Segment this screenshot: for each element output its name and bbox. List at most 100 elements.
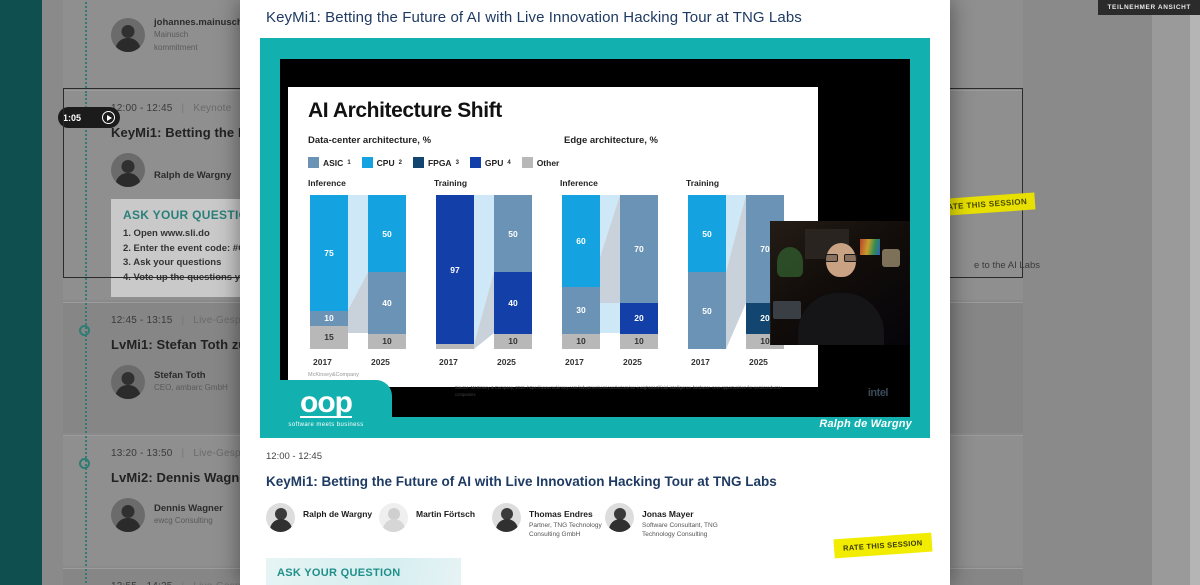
avatar xyxy=(605,503,634,532)
bar-2025: 50 40 10 xyxy=(368,195,406,349)
bar-value: 10 xyxy=(508,336,518,347)
session-title: KeyMi1: Betting the Future of AI with Li… xyxy=(266,474,777,489)
session-timer-badge[interactable]: 1:05 xyxy=(58,107,120,128)
legend-footnote: 3 xyxy=(455,159,459,166)
speaker-card[interactable]: Thomas Endres Partner, TNG Technology Co… xyxy=(492,503,605,540)
slide-video-player[interactable]: AI Architecture Shift Data-center archit… xyxy=(260,38,930,438)
bar-value: 20 xyxy=(760,313,770,324)
agenda-time: 12:45 - 13:15 xyxy=(111,315,173,326)
avatar xyxy=(379,503,408,532)
speaker-org: kommitment xyxy=(154,42,198,52)
timeline-line xyxy=(85,91,87,300)
legend-label: GPU xyxy=(484,157,504,168)
legend-footnote: 2 xyxy=(398,159,402,166)
glasses-icon xyxy=(824,254,857,262)
bar-2025: 70 20 10 xyxy=(620,195,658,349)
speaker-webcam-feed[interactable] xyxy=(770,221,910,345)
avatar xyxy=(492,503,521,532)
legend-item-gpu: GPU 4 xyxy=(469,157,511,168)
legend-label: Other xyxy=(536,157,560,168)
agenda-meta: 12:00 - 12:45 | Keynote xyxy=(111,103,1023,114)
x-tick-2017: 2017 xyxy=(565,357,584,367)
group-label-datacenter: Data-center architecture, % xyxy=(308,135,432,146)
speaker-name: Ralph de Wargny xyxy=(303,509,373,519)
x-tick-2017: 2017 xyxy=(439,357,458,367)
ask-step: 1. Open www.sli.do xyxy=(123,228,210,239)
bar-value: 60 xyxy=(576,236,586,247)
modal-header-title: KeyMi1: Betting the Future of AI with Li… xyxy=(266,9,802,26)
group-label-edge: Edge architecture, % xyxy=(564,135,658,146)
legend-swatch xyxy=(412,157,424,168)
background-description-tail: e to the AI Labs xyxy=(973,260,1040,271)
legend-label: ASIC xyxy=(323,157,344,168)
panel-title: Training xyxy=(686,178,720,188)
x-tick-2025: 2025 xyxy=(749,357,768,367)
background-monitor xyxy=(773,301,801,319)
speaker-role: Partner, TNG Technology Consulting GmbH xyxy=(529,522,602,539)
legend-item-asic: ASIC 1 xyxy=(308,157,351,168)
oop-logo: oop software meets business xyxy=(260,380,392,438)
panel-title: Inference xyxy=(560,178,598,188)
bar-value: 20 xyxy=(634,313,644,324)
background-plant xyxy=(777,247,803,277)
bar-value: 70 xyxy=(760,243,770,254)
speaker-name: Dennis Wagner xyxy=(154,503,223,515)
agenda-speaker: Dennis Wagner ewcg Consulting xyxy=(111,498,1023,532)
chart-title: AI Architecture Shift xyxy=(308,99,502,122)
panel-title: Inference xyxy=(308,178,346,188)
oop-wordmark: oop xyxy=(300,385,353,419)
speaker-card[interactable]: Jonas Mayer Software Consultant, TNG Tec… xyxy=(605,503,718,540)
avatar xyxy=(111,365,145,399)
bar-value: 10 xyxy=(576,336,586,347)
speaker-card[interactable]: Martin Förtsch xyxy=(379,503,492,540)
bar-2025: 50 40 10 xyxy=(494,195,532,349)
page-scrollbar[interactable] xyxy=(1190,0,1200,585)
avatar xyxy=(111,153,145,187)
slide-speaker-name: Ralph de Wargny xyxy=(819,418,912,430)
timeline-line xyxy=(85,436,87,566)
bar-value: 10 xyxy=(382,336,392,347)
oop-tagline: software meets business xyxy=(288,421,364,428)
x-tick-2017: 2017 xyxy=(313,357,332,367)
mckinsey-mark: McKinsey&Company xyxy=(308,372,360,378)
speaker-name: johannes.mainusch xyxy=(154,17,243,28)
chart-legend: ASIC 1 CPU 2 FPGA 3 GPU 4 Other xyxy=(308,157,818,168)
ask-step: 3. Ask your questions xyxy=(123,257,222,269)
chart-source-note: Source: McKinsey & Company, 2019. https:… xyxy=(455,385,784,397)
intel-logo: intel xyxy=(867,387,889,399)
bar-value: 50 xyxy=(702,305,712,316)
legend-label: FPGA xyxy=(427,157,452,168)
timeline-line xyxy=(85,303,87,433)
chart-panels: Inference 75 10 xyxy=(308,178,818,378)
background-artwork xyxy=(860,239,880,255)
speaker-name: Ralph de Wargny xyxy=(154,169,232,181)
speaker-head xyxy=(825,243,856,277)
flow-ribbon xyxy=(474,195,494,349)
legend-swatch xyxy=(361,157,373,168)
flow-ribbon xyxy=(600,195,620,349)
modal-body: 12:00 - 12:45 KeyMi1: Betting the Future… xyxy=(240,438,950,585)
panel-datacenter-inference: Inference 75 10 xyxy=(308,178,434,378)
panel-plot: 75 10 15 50 40 10 2017 2025 xyxy=(308,195,418,367)
legend-swatch xyxy=(469,157,481,168)
left-teal-rail xyxy=(0,0,42,585)
play-icon[interactable] xyxy=(102,111,115,124)
ask-step: 2. Enter the event code: #OOP xyxy=(123,242,260,254)
speakers-row: Ralph de Wargny Martin Förtsch Thomas En… xyxy=(266,503,924,540)
bar-value: 15 xyxy=(324,332,334,343)
bar-value: 10 xyxy=(324,313,334,324)
session-time: 12:00 - 12:45 xyxy=(266,451,322,462)
speaker-card[interactable]: Ralph de Wargny xyxy=(266,503,379,540)
speaker-role: Software Consultant, TNG Technology Cons… xyxy=(642,522,718,539)
legend-item-cpu: CPU 2 xyxy=(361,157,402,168)
bar-value: 50 xyxy=(508,228,518,239)
panel-plot: 97 50 40 10 2017 2025 xyxy=(434,195,544,367)
timer-value: 1:05 xyxy=(63,112,82,123)
slide-canvas: AI Architecture Shift Data-center archit… xyxy=(280,59,910,417)
speaker-name: Martin Förtsch xyxy=(416,509,476,519)
bar-value: 50 xyxy=(702,228,712,239)
speaker-role: CEO, ambarc GmbH xyxy=(154,383,228,393)
ask-heading: ASK YOUR QUESTION xyxy=(277,566,401,579)
legend-footnote: 1 xyxy=(347,159,351,166)
x-tick-2025: 2025 xyxy=(623,357,642,367)
